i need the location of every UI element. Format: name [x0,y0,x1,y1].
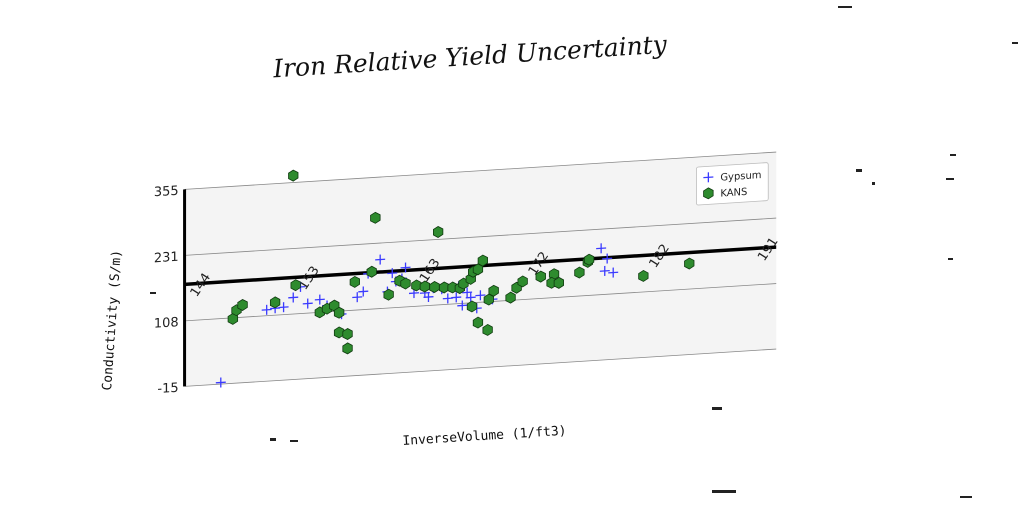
data-point [535,270,546,283]
data-point [349,275,360,288]
data-point [517,275,528,288]
data-point [366,265,377,278]
data-point [290,279,301,292]
data-point [475,290,486,301]
legend-marker [703,172,714,183]
y-tick-label: -15 [157,381,178,397]
data-point [599,265,610,276]
scan-speck [872,182,875,185]
grid-line [184,348,777,387]
data-point [477,254,488,267]
data-point [505,291,516,304]
scan-speck [1012,42,1018,44]
legend-label: Gypsum [720,170,761,184]
data-point [457,300,468,311]
legend-box [695,162,769,206]
legend-label: KANS [720,187,747,200]
data-point [419,280,431,293]
legend: Gypsum KANS [695,162,769,206]
data-point [261,304,272,315]
data-point [684,257,695,270]
scan-speck [270,438,276,441]
data-point [288,169,299,182]
data-point [400,277,411,290]
scan-speck [838,6,852,8]
scan-speck [950,154,956,156]
data-point [269,296,281,309]
data-point [375,254,386,265]
data-point [442,293,453,304]
grid-lines [184,151,777,387]
grid-line [184,151,777,190]
data-point [596,243,607,254]
data-point [574,266,585,279]
legend-marker [703,187,714,200]
data-point [352,292,363,303]
data-point [387,268,398,279]
data-point [462,287,473,298]
data-point [583,253,595,266]
data-point [342,328,353,340]
scan-speck [712,490,736,493]
data-point [466,300,478,313]
data-point [400,262,411,273]
data-point [227,312,239,325]
data-point [278,302,289,313]
y-tick-label: 231 [154,250,179,267]
y-tick-label: 355 [154,184,179,201]
grid-line [184,217,777,256]
data-point [602,253,613,264]
scan-speck [150,292,156,294]
scan-speck [946,178,954,180]
scan-speck [856,169,862,172]
data-point [288,292,299,303]
data-point [302,298,313,309]
data-point [608,267,619,278]
data-point [429,281,440,293]
data-point [370,211,381,224]
data-point [488,284,499,297]
data-point [358,286,369,297]
y-tick-labels: -15 108 231 355 [154,184,179,397]
data-point [237,299,248,311]
data-point [638,269,649,282]
data-point [433,226,444,238]
scan-speck [290,440,298,442]
data-point [482,323,493,336]
data-point [333,326,345,339]
data-point [411,279,422,292]
data-point [342,342,353,355]
data-point [451,292,462,303]
data-marks [215,169,695,388]
grid-line [184,283,777,322]
data-point [333,306,345,319]
data-point [215,377,226,388]
data-point [383,288,394,301]
data-point [314,294,325,305]
data-point [472,316,484,329]
scan-speck [712,407,722,410]
scan-speck [948,258,953,260]
y-tick-label: 108 [154,315,179,332]
data-point [423,291,434,303]
data-point [465,292,476,303]
scan-speck [960,496,972,498]
data-point [553,276,564,289]
